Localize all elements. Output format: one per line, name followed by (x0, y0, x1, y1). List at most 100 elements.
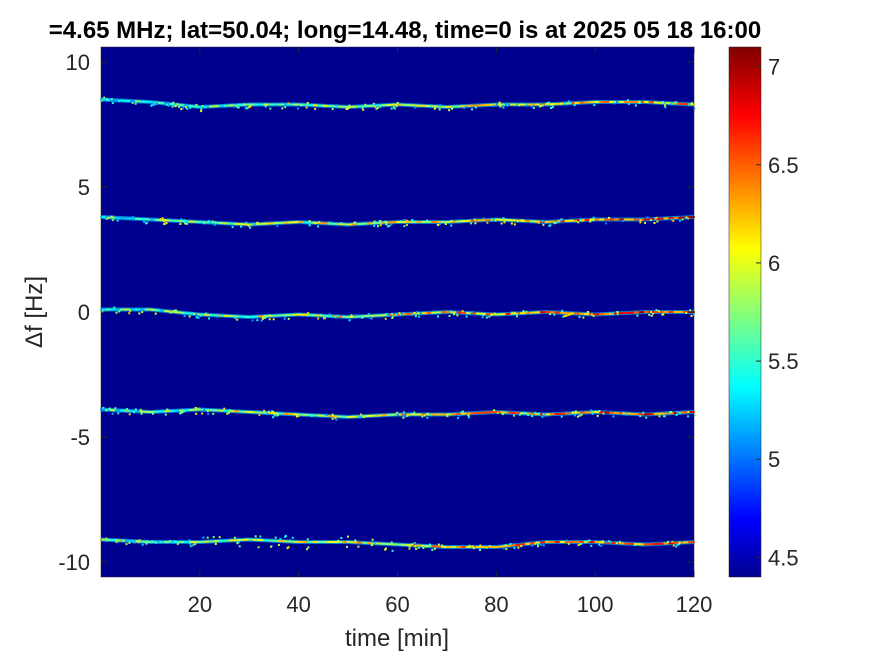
trace-speckle (513, 547, 516, 550)
trace-speckle (354, 539, 357, 542)
trace-speckle (450, 220, 453, 223)
trace-speckle (116, 219, 119, 222)
trace-speckle (676, 411, 679, 414)
trace-speckle (270, 545, 272, 548)
trace-speckle (243, 103, 246, 106)
trace-speckle (565, 539, 568, 542)
trace-speckle (532, 107, 535, 109)
trace-speckle (317, 317, 320, 320)
trace-speckle (384, 317, 387, 320)
trace-speckle (328, 313, 331, 316)
trace-speckle (542, 413, 545, 416)
trace-speckle (626, 99, 629, 102)
trace-speckle (259, 535, 262, 538)
trace-speckle (348, 104, 351, 107)
trace-speckle (231, 226, 234, 228)
trace-speckle (580, 542, 583, 545)
trace-speckle (256, 319, 259, 322)
trace-speckle (550, 107, 552, 109)
trace-speckle (183, 315, 186, 317)
trace-speckle (128, 541, 131, 544)
trace-speckle (284, 106, 287, 109)
trace-speckle (639, 101, 642, 104)
x-tick-label: 80 (484, 592, 508, 617)
trace-speckle (250, 223, 253, 226)
trace-speckle (456, 314, 459, 317)
trace-speckle (488, 545, 491, 548)
trace-speckle (391, 317, 394, 319)
plot-area (100, 46, 696, 578)
trace-speckle (411, 313, 414, 316)
trace-speckle (176, 103, 179, 106)
trace-speckle (141, 543, 144, 546)
trace-speckle (151, 540, 154, 543)
trace-speckle (496, 411, 499, 414)
trace-speckle (385, 223, 388, 226)
trace-speckle (335, 418, 338, 421)
trace-speckle (139, 408, 142, 411)
trace-speckle (670, 410, 672, 413)
trace-speckle (340, 537, 343, 539)
trace-5 (100, 534, 695, 552)
trace-speckle (354, 221, 357, 224)
colorbar-tick-label: 5 (768, 447, 780, 472)
trace-speckle (254, 223, 257, 226)
trace-speckle (152, 104, 155, 106)
trace-speckle (208, 220, 210, 223)
trace-speckle (401, 543, 404, 546)
trace-speckle (214, 221, 217, 224)
trace-speckle (678, 412, 681, 415)
trace-speckle (636, 314, 639, 317)
trace-speckle (254, 535, 257, 538)
trace-speckle (105, 537, 108, 540)
trace-speckle (354, 314, 357, 317)
trace-speckle (360, 413, 363, 416)
trace-speckle (374, 103, 376, 106)
trace-speckle (405, 219, 408, 222)
trace-speckle (272, 410, 275, 413)
trace-speckle (125, 543, 128, 546)
trace-speckle (403, 219, 406, 221)
trace-speckle (461, 310, 464, 313)
trace-speckle (180, 218, 183, 221)
trace-speckle (387, 314, 390, 317)
trace-speckle (314, 107, 317, 110)
trace-speckle (616, 311, 619, 313)
trace-speckle (618, 540, 621, 543)
trace-speckle (195, 316, 198, 319)
trace-speckle (234, 539, 237, 542)
trace-speckle (375, 107, 378, 110)
trace-speckle (214, 540, 217, 543)
trace-speckle (179, 412, 181, 415)
trace-speckle (673, 101, 676, 104)
trace-speckle (437, 543, 440, 546)
trace-speckle (526, 103, 529, 106)
trace-speckle (586, 311, 589, 313)
colorbar-tick-label: 7 (768, 55, 780, 80)
trace-speckle (171, 310, 174, 313)
trace-speckle (249, 226, 252, 229)
trace-speckle (378, 220, 381, 223)
trace-speckle (588, 539, 591, 542)
trace-speckle (474, 222, 477, 225)
trace-speckle (422, 546, 425, 549)
trace-speckle (122, 217, 125, 220)
trace-speckle (426, 413, 429, 416)
trace-speckle (508, 103, 511, 106)
trace-speckle (195, 313, 198, 316)
trace-speckle (359, 415, 362, 418)
trace-speckle (377, 225, 379, 228)
trace-speckle (276, 225, 279, 227)
trace-speckle (419, 312, 422, 315)
chart-title: =4.65 MHz; lat=50.04; long=14.48, time=0… (49, 17, 761, 44)
trace-speckle (261, 317, 264, 320)
trace-speckle (515, 313, 518, 316)
trace-speckle (287, 102, 290, 105)
trace-speckle (329, 314, 332, 317)
trace-speckle (273, 414, 276, 417)
y-axis-label: Δf [Hz] (21, 276, 48, 348)
trace-speckle (197, 316, 200, 319)
trace-speckle (574, 410, 577, 413)
trace-speckle (194, 543, 197, 545)
trace-speckle (284, 315, 287, 318)
